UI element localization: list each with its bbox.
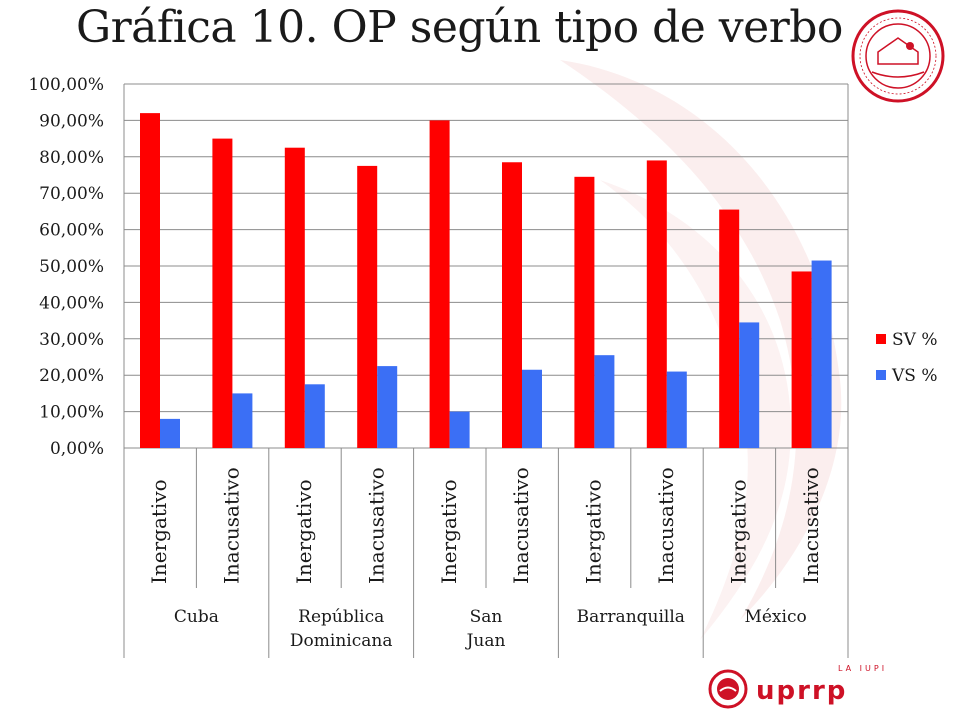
bar-sv	[646, 160, 667, 448]
category-label: Inergativo	[582, 479, 606, 584]
category-label: Inergativo	[147, 479, 171, 584]
category-label: Inacusativo	[220, 467, 244, 584]
footer-tagline: LA IUPI	[838, 664, 888, 673]
bar-vs	[449, 411, 470, 448]
bar-vs	[160, 418, 180, 448]
category-label: Inergativo	[726, 479, 750, 584]
y-tick-label: 100,00%	[28, 75, 104, 95]
bar-sv	[429, 120, 450, 449]
group-label-line2: Juan	[465, 631, 506, 651]
bar-vs	[594, 355, 615, 448]
y-tick-label: 90,00%	[39, 111, 104, 131]
bar-vs	[811, 260, 832, 448]
y-tick-label: 80,00%	[39, 148, 104, 168]
group-label-line2: Dominicana	[290, 631, 393, 651]
y-tick-label: 30,00%	[39, 330, 104, 350]
legend-swatch-sv	[876, 334, 886, 344]
slide-title: Gráfica 10. OP según tipo de verbo	[76, 2, 843, 53]
bar-vs	[522, 369, 542, 448]
bar-sv	[140, 113, 160, 449]
bar-sv	[212, 138, 233, 448]
y-tick-label: 50,00%	[39, 257, 104, 277]
y-tick-label: 40,00%	[39, 293, 104, 313]
bar-sv	[574, 176, 595, 448]
bar-sv	[719, 209, 740, 448]
legend-label-sv: SV %	[892, 330, 937, 350]
bar-sv	[357, 165, 378, 448]
uprrp-logo-icon	[708, 669, 748, 709]
y-tick-label: 60,00%	[39, 221, 104, 241]
group-label: México	[744, 607, 806, 627]
category-label: Inacusativo	[654, 467, 678, 584]
bar-vs	[739, 322, 760, 448]
legend-swatch-vs	[876, 370, 886, 380]
group-label: San	[470, 607, 503, 627]
bar-sv	[502, 162, 522, 448]
y-tick-label: 20,00%	[39, 366, 104, 386]
footer-brand: uprrp	[756, 676, 848, 706]
legend-label-vs: VS %	[891, 366, 937, 386]
category-label: Inacusativo	[799, 467, 823, 584]
group-label: Cuba	[174, 607, 219, 627]
bar-vs	[377, 366, 398, 448]
group-label: República	[298, 607, 384, 627]
bar-vs	[666, 371, 687, 448]
y-tick-label: 10,00%	[39, 403, 104, 423]
bar-sv	[284, 147, 305, 448]
y-tick-label: 70,00%	[39, 184, 104, 204]
category-label: Inergativo	[292, 479, 316, 584]
university-seal-icon	[851, 9, 945, 103]
category-label: Inacusativo	[364, 467, 388, 584]
bar-vs	[232, 393, 253, 448]
bar-sv	[791, 271, 812, 448]
bar-vs	[304, 384, 325, 448]
y-tick-label: 0,00%	[50, 439, 104, 459]
category-label: Inergativo	[437, 479, 461, 584]
category-label: Inacusativo	[509, 467, 533, 584]
group-label: Barranquilla	[577, 607, 685, 627]
